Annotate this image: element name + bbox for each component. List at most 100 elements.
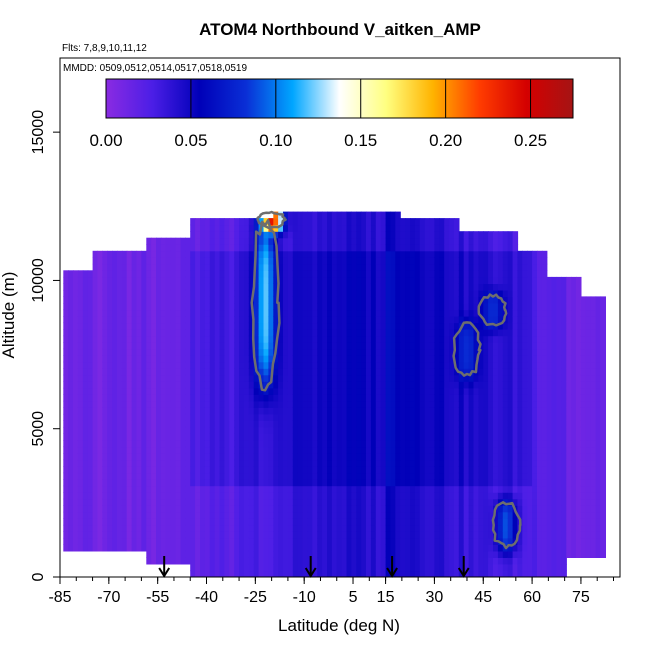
- heatmap-cell: [156, 466, 162, 474]
- heatmap-cell: [410, 518, 416, 526]
- heatmap-cell: [292, 244, 299, 252]
- heatmap-cell: [82, 472, 89, 480]
- heatmap-cell: [497, 570, 504, 577]
- heatmap-cell: [439, 537, 445, 545]
- heatmap-cell: [468, 420, 475, 428]
- heatmap-cell: [253, 263, 260, 271]
- heatmap-cell: [200, 224, 206, 232]
- heatmap-cell: [165, 446, 172, 454]
- heatmap-cell: [414, 244, 421, 252]
- heatmap-cell: [141, 361, 147, 369]
- heatmap-cell: [361, 413, 367, 421]
- heatmap-cell: [395, 479, 401, 487]
- heatmap-cell: [165, 459, 172, 467]
- heatmap-cell: [463, 511, 470, 519]
- heatmap-cell: [92, 335, 99, 343]
- heatmap-cell: [107, 394, 113, 402]
- heatmap-cell: [156, 276, 162, 284]
- heatmap-cell: [473, 400, 479, 408]
- heatmap-cell: [224, 524, 230, 532]
- heatmap-cell: [322, 433, 328, 441]
- heatmap-cell: [190, 387, 196, 395]
- heatmap-cell: [92, 524, 99, 532]
- heatmap-cell: [253, 303, 260, 311]
- heatmap-cell: [170, 250, 177, 258]
- heatmap-cell: [366, 224, 372, 232]
- heatmap-cell: [468, 557, 475, 565]
- heatmap-cell: [331, 433, 338, 441]
- heatmap-cell: [87, 316, 94, 324]
- heatmap-cell: [400, 309, 406, 317]
- heatmap-cell: [239, 289, 245, 297]
- heatmap-cell: [97, 498, 103, 506]
- heatmap-cell: [366, 420, 372, 428]
- heatmap-cell: [244, 374, 250, 382]
- heatmap-cell: [458, 276, 465, 284]
- heatmap-cell: [200, 400, 206, 408]
- heatmap-cell: [160, 420, 167, 428]
- heatmap-cell: [170, 263, 177, 271]
- heatmap-cell: [356, 257, 362, 265]
- heatmap-cell: [117, 433, 123, 441]
- heatmap-cell: [458, 498, 465, 506]
- heatmap-cell: [244, 492, 250, 500]
- heatmap-cell: [107, 374, 113, 382]
- heatmap-cell: [405, 329, 411, 337]
- heatmap-cell: [175, 296, 182, 304]
- heatmap-cell: [234, 407, 240, 415]
- heatmap-cell: [458, 374, 465, 382]
- heatmap-cell: [302, 531, 309, 539]
- heatmap-cell: [234, 498, 240, 506]
- heatmap-cell: [478, 407, 484, 415]
- heatmap-cell: [331, 413, 338, 421]
- heatmap-cell: [253, 387, 260, 395]
- heatmap-cell: [351, 531, 357, 539]
- heatmap-cell: [234, 276, 240, 284]
- heatmap-cell: [375, 446, 382, 454]
- heatmap-cell: [502, 485, 509, 493]
- heatmap-cell: [434, 413, 440, 421]
- heatmap-cell: [322, 244, 328, 252]
- heatmap-cell: [283, 283, 289, 291]
- heatmap-cell: [209, 381, 216, 389]
- heatmap-cell: [327, 387, 333, 395]
- heatmap-cell: [224, 296, 230, 304]
- heatmap-cell: [317, 518, 323, 526]
- heatmap-cell: [165, 544, 172, 552]
- heatmap-cell: [454, 531, 460, 539]
- heatmap-cell: [468, 244, 475, 252]
- heatmap-cell: [214, 348, 221, 356]
- heatmap-cell: [229, 381, 235, 389]
- heatmap-cell: [336, 296, 343, 304]
- heatmap-cell: [385, 322, 392, 330]
- heatmap-cell: [370, 270, 377, 278]
- heatmap-cell: [483, 250, 489, 258]
- heatmap-cell: [380, 224, 387, 232]
- heatmap-cell: [219, 420, 225, 428]
- heatmap-cell: [121, 440, 128, 448]
- heatmap-cell: [244, 348, 250, 356]
- heatmap-cell: [454, 231, 460, 239]
- heatmap-cell: [429, 355, 435, 363]
- heatmap-cell: [102, 374, 108, 382]
- heatmap-cell: [190, 537, 196, 545]
- heatmap-cell: [493, 557, 499, 565]
- heatmap-cell: [424, 407, 431, 415]
- heatmap-cell: [107, 413, 113, 421]
- heatmap-cell: [278, 348, 284, 356]
- heatmap-cell: [419, 342, 426, 350]
- heatmap-cell: [302, 309, 309, 317]
- heatmap-cell: [190, 453, 196, 461]
- heatmap-cell: [517, 387, 523, 395]
- heatmap-cell: [410, 244, 416, 252]
- heatmap-cell: [253, 479, 260, 487]
- heatmap-cell: [263, 387, 269, 395]
- heatmap-cell: [283, 492, 289, 500]
- heatmap-cell: [297, 296, 304, 304]
- heatmap-cell: [483, 387, 489, 395]
- heatmap-cell: [488, 231, 494, 239]
- heatmap-cell: [292, 368, 299, 376]
- heatmap-cell: [268, 466, 274, 474]
- heatmap-cell: [370, 322, 377, 330]
- heatmap-cell: [483, 368, 489, 376]
